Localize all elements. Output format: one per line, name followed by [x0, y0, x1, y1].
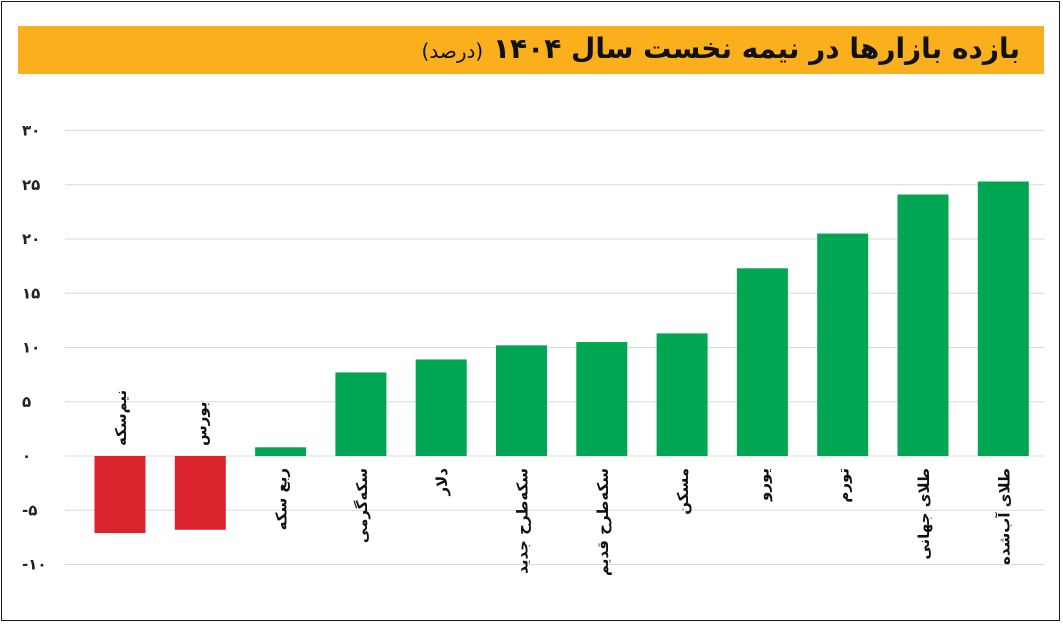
bar [817, 233, 869, 456]
bar [656, 333, 708, 456]
category-labels: نیم‌سکه بورس ربع سکه سکه‌گرمی دلار سکه‌طرح جد… [112, 390, 1013, 576]
bar [335, 372, 387, 456]
category-label: طلای جهانی [915, 468, 933, 560]
bar [255, 447, 307, 456]
bar [736, 268, 788, 456]
category-label: تورم [835, 468, 853, 503]
category-label: طلای آب‌شده [995, 468, 1013, 565]
chart-unit: (درصد) [421, 39, 484, 63]
category-label: نیم‌سکه [112, 390, 130, 446]
y-tick-label: ۰ [22, 447, 31, 465]
y-tick-label: ۲۰ [22, 230, 40, 248]
y-tick-label: ۲۵ [22, 176, 40, 194]
category-label: بورس [192, 402, 210, 446]
category-label: دلار [433, 468, 451, 497]
title-bar: بازده بازارها در نیمه نخست سال ۱۴۰۴ (درص… [18, 26, 1044, 74]
y-tick-label: ۱۵ [22, 284, 40, 302]
bar [897, 194, 949, 456]
category-label: سکه‌طرح جدید [514, 468, 532, 574]
gridlines [65, 130, 1045, 565]
bar [94, 456, 146, 534]
bar [415, 359, 467, 456]
category-label: مسکن [674, 468, 692, 515]
y-tick-label: ۱۰ [22, 339, 40, 357]
y-tick-label: -۵ [22, 501, 37, 519]
y-tick-label: ۳۰ [22, 122, 40, 140]
bars [94, 181, 1029, 534]
y-axis: ۳۰ ۲۵ ۲۰ ۱۵ ۱۰ ۵ ۰ -۵ -۱۰ [22, 122, 47, 574]
bar [496, 345, 547, 456]
category-label: یورو [754, 468, 772, 502]
bar [174, 456, 226, 530]
category-label: ربع سکه [273, 468, 291, 530]
category-label: سکه‌طرح قدیم [594, 468, 612, 576]
chart-title: بازده بازارها در نیمه نخست سال ۱۴۰۴ (درص… [422, 32, 1020, 65]
y-tick-label: -۱۰ [22, 556, 47, 574]
chart-title-text: بازده بازارها در نیمه نخست سال ۱۴۰۴ [492, 32, 1020, 65]
y-tick-label: ۵ [22, 393, 31, 411]
category-label: سکه‌گرمی [353, 468, 371, 543]
bar [576, 342, 628, 456]
bar [977, 181, 1029, 456]
